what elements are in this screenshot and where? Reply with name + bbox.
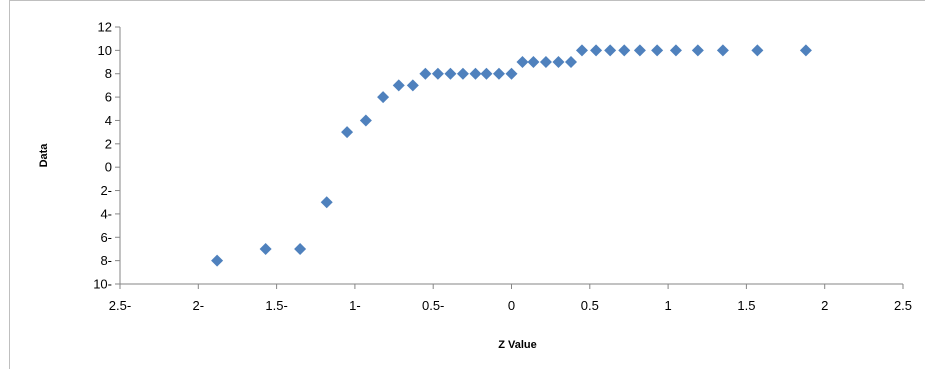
x-tick-label: 1.5-: [265, 298, 287, 313]
data-point: [618, 44, 631, 57]
data-point: [691, 44, 704, 57]
x-tick-label: 1.5: [737, 298, 755, 313]
data-point: [456, 67, 469, 80]
data-point: [590, 44, 603, 57]
data-point: [392, 79, 405, 92]
x-axis-title: Z Value: [498, 339, 537, 351]
data-point: [259, 242, 272, 255]
data-point: [575, 44, 588, 57]
x-tick-label: 0.5: [581, 298, 599, 313]
y-tick-label: 8-: [100, 253, 112, 268]
data-point: [633, 44, 646, 57]
y-tick-label: 8: [105, 66, 112, 81]
data-point: [359, 114, 372, 127]
y-tick-label: 10-: [93, 277, 112, 292]
data-point: [552, 56, 565, 69]
x-tick-label: 2: [821, 298, 828, 313]
y-tick-label: 4-: [100, 206, 112, 221]
data-point: [469, 67, 482, 80]
y-axis-title: Data: [38, 143, 50, 168]
data-points: [211, 44, 812, 267]
x-tick-label: 2-: [193, 298, 205, 313]
data-point: [505, 67, 518, 80]
data-point: [527, 56, 540, 69]
y-tick-label: 2: [105, 136, 112, 151]
data-point: [716, 44, 729, 57]
data-point: [294, 242, 307, 255]
chart-frame: [9, 0, 925, 369]
data-point: [651, 44, 664, 57]
data-point: [431, 67, 444, 80]
data-point: [377, 91, 390, 104]
x-ticks: 2.5- 2- 1.5- 1- 0.5- 0 0.5 1 1.5 2 2.5: [109, 284, 912, 313]
data-point: [492, 67, 505, 80]
x-tick-label: 2.5-: [109, 298, 131, 313]
data-point: [419, 67, 432, 80]
x-tick-label: 1-: [349, 298, 361, 313]
data-point: [799, 44, 812, 57]
data-point: [604, 44, 617, 57]
x-tick-label: 1: [664, 298, 671, 313]
data-point: [516, 56, 529, 69]
axes: [119, 27, 903, 285]
x-tick-label: 0.5-: [422, 298, 444, 313]
data-point: [565, 56, 578, 69]
x-tick-label: 0: [508, 298, 515, 313]
data-point: [669, 44, 682, 57]
data-point: [444, 67, 457, 80]
y-tick-label: 6: [105, 90, 112, 105]
data-point: [320, 196, 333, 209]
y-ticks: 12 10 8 6 4 2 0 2- 4- 6- 8- 10-: [93, 20, 120, 292]
data-point: [751, 44, 764, 57]
data-point: [341, 126, 354, 139]
y-tick-label: 12: [98, 20, 112, 35]
y-tick-label: 2-: [100, 183, 112, 198]
y-tick-label: 6-: [100, 230, 112, 245]
data-point: [480, 67, 493, 80]
y-tick-label: 0: [105, 160, 112, 175]
data-point: [539, 56, 552, 69]
data-point: [406, 79, 419, 92]
y-tick-label: 10: [98, 43, 112, 58]
y-tick-label: 4: [105, 113, 112, 128]
data-point: [211, 254, 224, 267]
x-tick-label: 2.5: [894, 298, 912, 313]
